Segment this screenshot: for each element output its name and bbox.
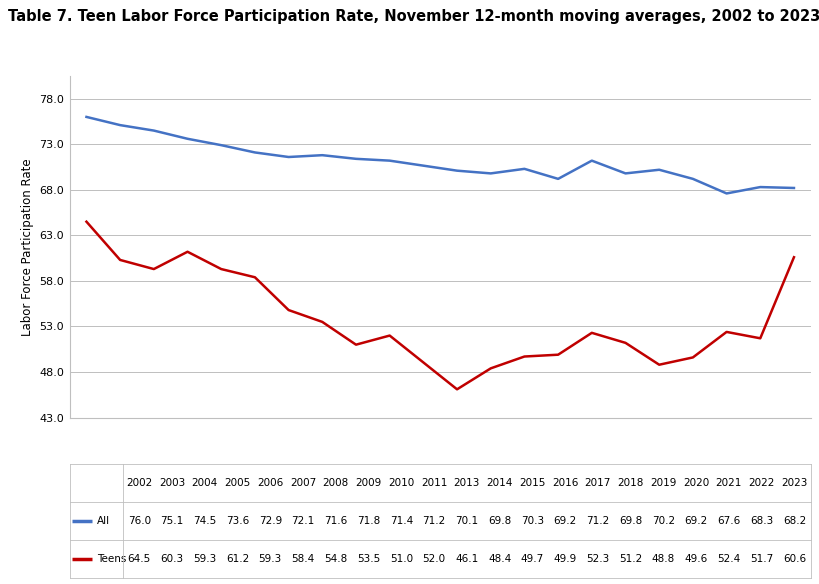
- Text: 2010: 2010: [388, 478, 414, 488]
- Text: 49.7: 49.7: [521, 554, 544, 564]
- Text: 71.4: 71.4: [390, 516, 413, 526]
- Text: 51.0: 51.0: [390, 554, 413, 564]
- Text: 46.1: 46.1: [455, 554, 478, 564]
- Text: 2018: 2018: [618, 478, 644, 488]
- Text: 2015: 2015: [519, 478, 545, 488]
- Text: 2007: 2007: [290, 478, 316, 488]
- Text: 2019: 2019: [650, 478, 676, 488]
- Text: 2008: 2008: [323, 478, 349, 488]
- Text: 2013: 2013: [454, 478, 480, 488]
- Text: 59.3: 59.3: [259, 554, 282, 564]
- Y-axis label: Labor Force Participation Rate: Labor Force Participation Rate: [20, 158, 34, 336]
- Text: 67.6: 67.6: [717, 516, 740, 526]
- Text: 52.0: 52.0: [423, 554, 446, 564]
- Text: 60.6: 60.6: [783, 554, 806, 564]
- Text: Teens: Teens: [97, 554, 127, 564]
- Text: Table 7. Teen Labor Force Participation Rate, November 12-month moving averages,: Table 7. Teen Labor Force Participation …: [8, 9, 819, 24]
- Text: 64.5: 64.5: [128, 554, 151, 564]
- Text: 60.3: 60.3: [161, 554, 183, 564]
- Text: 70.2: 70.2: [652, 516, 675, 526]
- Text: 48.8: 48.8: [652, 554, 675, 564]
- Text: 49.9: 49.9: [554, 554, 577, 564]
- Text: 2002: 2002: [126, 478, 152, 488]
- Text: 71.2: 71.2: [423, 516, 446, 526]
- Text: 54.8: 54.8: [324, 554, 347, 564]
- Text: 76.0: 76.0: [128, 516, 151, 526]
- Text: 2003: 2003: [159, 478, 185, 488]
- Text: 2016: 2016: [552, 478, 578, 488]
- Text: 72.1: 72.1: [292, 516, 314, 526]
- Text: 2022: 2022: [749, 478, 775, 488]
- Text: 69.8: 69.8: [619, 516, 642, 526]
- Text: 53.5: 53.5: [357, 554, 380, 564]
- Text: 70.1: 70.1: [455, 516, 478, 526]
- Text: 70.3: 70.3: [521, 516, 544, 526]
- Text: 71.2: 71.2: [586, 516, 609, 526]
- Text: 2020: 2020: [683, 478, 709, 488]
- Text: 52.3: 52.3: [586, 554, 609, 564]
- Text: 51.7: 51.7: [750, 554, 773, 564]
- Text: 68.3: 68.3: [750, 516, 773, 526]
- Text: 72.9: 72.9: [259, 516, 282, 526]
- Text: 58.4: 58.4: [292, 554, 314, 564]
- Text: 2021: 2021: [716, 478, 742, 488]
- Text: 2009: 2009: [355, 478, 382, 488]
- Text: 2023: 2023: [781, 478, 808, 488]
- Text: 49.6: 49.6: [685, 554, 708, 564]
- Text: 74.5: 74.5: [193, 516, 216, 526]
- Text: 2017: 2017: [585, 478, 611, 488]
- Text: 69.2: 69.2: [554, 516, 577, 526]
- Text: 2006: 2006: [257, 478, 283, 488]
- Text: 61.2: 61.2: [226, 554, 249, 564]
- Text: 52.4: 52.4: [717, 554, 740, 564]
- Text: All: All: [97, 516, 111, 526]
- Text: 69.2: 69.2: [685, 516, 708, 526]
- Text: 69.8: 69.8: [488, 516, 511, 526]
- Text: 68.2: 68.2: [783, 516, 806, 526]
- Text: 73.6: 73.6: [226, 516, 249, 526]
- Text: 71.6: 71.6: [324, 516, 347, 526]
- Text: 2005: 2005: [224, 478, 251, 488]
- Text: 75.1: 75.1: [161, 516, 183, 526]
- Text: 2014: 2014: [486, 478, 513, 488]
- Text: 51.2: 51.2: [619, 554, 642, 564]
- Text: 2004: 2004: [192, 478, 218, 488]
- Text: 2011: 2011: [421, 478, 447, 488]
- Text: 48.4: 48.4: [488, 554, 511, 564]
- Text: 71.8: 71.8: [357, 516, 380, 526]
- Text: 59.3: 59.3: [193, 554, 216, 564]
